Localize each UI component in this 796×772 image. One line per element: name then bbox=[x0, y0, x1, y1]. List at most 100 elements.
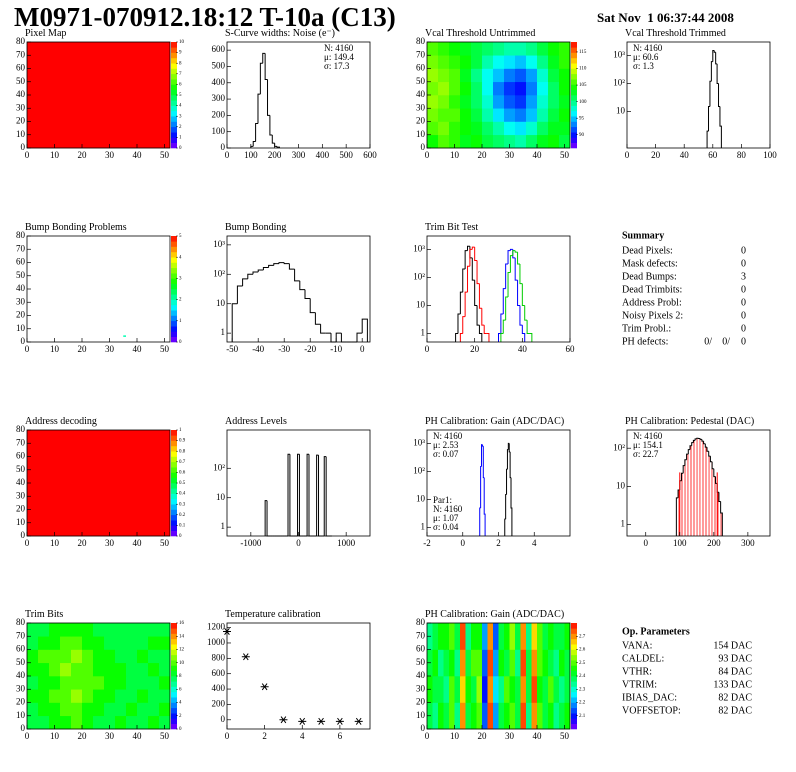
color-scale bbox=[171, 504, 177, 510]
heat-cell bbox=[159, 715, 171, 730]
bar-fill bbox=[689, 445, 692, 536]
summary-value: 0 bbox=[741, 245, 746, 256]
x-tick-label: 20 bbox=[78, 150, 88, 160]
marker bbox=[354, 717, 363, 725]
color-scale bbox=[171, 702, 177, 709]
color-scale-label: 2.6 bbox=[579, 648, 586, 653]
stats-line: μ: 149.4 bbox=[324, 52, 354, 62]
color-scale bbox=[571, 42, 577, 48]
color-scale bbox=[571, 105, 577, 112]
heat-cell bbox=[449, 55, 461, 69]
heat-cell bbox=[548, 649, 554, 677]
hist-bin bbox=[474, 247, 478, 262]
heat-cell bbox=[482, 649, 488, 677]
heat-cell bbox=[104, 702, 116, 717]
color-scale-label: 0.5 bbox=[179, 481, 186, 486]
color-scale-label: 0.8 bbox=[179, 449, 186, 454]
hist-bin bbox=[304, 289, 311, 300]
color-scale bbox=[171, 57, 177, 64]
panel-title: PH Calibration: Gain (ADC/DAC) bbox=[425, 609, 564, 620]
bar-fill bbox=[681, 473, 684, 536]
heat-cell bbox=[126, 702, 138, 717]
heat-cell bbox=[148, 636, 160, 650]
hist-bin bbox=[462, 316, 466, 334]
color-scale bbox=[571, 623, 577, 629]
y-tick-label: 70 bbox=[416, 630, 426, 640]
y-tick-label: 0 bbox=[21, 530, 26, 540]
hist-bin bbox=[271, 134, 275, 144]
y-tick-label: 70 bbox=[16, 49, 26, 59]
color-scale bbox=[171, 670, 177, 677]
heat-cell bbox=[93, 649, 105, 664]
hist-bin bbox=[320, 324, 326, 334]
heat-cell bbox=[126, 662, 138, 677]
y-tick-label: 30 bbox=[16, 490, 26, 500]
y-tick-label: 10³ bbox=[413, 243, 425, 253]
y-tick-label: 50 bbox=[16, 657, 26, 667]
hist-bin bbox=[306, 453, 309, 536]
heat-cell bbox=[38, 649, 50, 664]
panel-title: S-Curve widths: Noise (e⁻) bbox=[225, 28, 335, 39]
x-tick-label: 0 bbox=[25, 538, 30, 548]
heat-cell bbox=[471, 95, 483, 109]
hist-bin bbox=[247, 273, 253, 279]
x-tick-label: 20 bbox=[470, 344, 480, 354]
heat-cell bbox=[49, 662, 61, 677]
heat-cell bbox=[548, 702, 554, 730]
heat-cell bbox=[526, 623, 532, 650]
heat-cell bbox=[482, 81, 494, 96]
color-scale bbox=[571, 723, 577, 730]
x-tick-label: 40 bbox=[133, 731, 143, 741]
heat-cell bbox=[443, 623, 450, 650]
heat-cell bbox=[504, 42, 516, 56]
bar-fill bbox=[717, 492, 719, 536]
heat-cell bbox=[482, 623, 488, 650]
heat-cell bbox=[60, 649, 72, 664]
x-tick-label: 40 bbox=[133, 344, 143, 354]
color-scale bbox=[571, 713, 577, 719]
x-tick-label: 10 bbox=[50, 731, 60, 741]
summary-title: Summary bbox=[622, 230, 664, 241]
x-tick-label: 40 bbox=[533, 150, 543, 160]
heat-cell bbox=[427, 121, 439, 136]
y-tick-label: 10³ bbox=[613, 49, 625, 59]
heat-cell bbox=[553, 623, 560, 650]
color-scale-label: 110 bbox=[579, 67, 587, 72]
heat-cell bbox=[559, 676, 565, 703]
x-tick-label: 300 bbox=[292, 150, 306, 160]
color-scale bbox=[171, 315, 177, 322]
hist-bin bbox=[703, 441, 706, 445]
summary-value: 0 bbox=[741, 323, 746, 334]
summary-label: Dead Bumps: bbox=[622, 271, 677, 282]
color-scale-label: 0.3 bbox=[179, 502, 186, 507]
panel-title: Vcal Threshold Trimmed bbox=[625, 28, 726, 39]
heat-cell bbox=[493, 134, 505, 149]
x-tick-label: 30 bbox=[105, 538, 115, 548]
x-tick-label: -30 bbox=[278, 344, 290, 354]
bar-fill bbox=[715, 483, 718, 536]
y-tick-label: 60 bbox=[16, 451, 26, 461]
y-tick-label: 600 bbox=[212, 668, 226, 678]
panel-title: Address Levels bbox=[225, 416, 287, 427]
color-scale bbox=[571, 686, 577, 693]
color-scale bbox=[171, 89, 177, 96]
plot-frame bbox=[426, 235, 571, 343]
heat-cell bbox=[159, 636, 171, 650]
heat-cell bbox=[432, 649, 439, 677]
color-scale bbox=[571, 68, 577, 75]
heat-cell bbox=[93, 702, 105, 717]
color-scale bbox=[171, 633, 177, 640]
heat-cell bbox=[553, 676, 560, 703]
color-scale bbox=[171, 440, 177, 447]
plot-frame bbox=[626, 41, 771, 149]
heat-cell bbox=[115, 689, 127, 703]
heat-cell bbox=[104, 636, 116, 650]
color-scale bbox=[171, 498, 177, 505]
y-tick-label: 40 bbox=[16, 89, 26, 99]
x-tick-label: 10 bbox=[450, 731, 460, 741]
heat-cell bbox=[460, 42, 472, 56]
hist-bin bbox=[257, 269, 264, 272]
heat-cell bbox=[465, 676, 472, 703]
heat-cell bbox=[537, 81, 549, 96]
hist-bin bbox=[519, 305, 523, 326]
